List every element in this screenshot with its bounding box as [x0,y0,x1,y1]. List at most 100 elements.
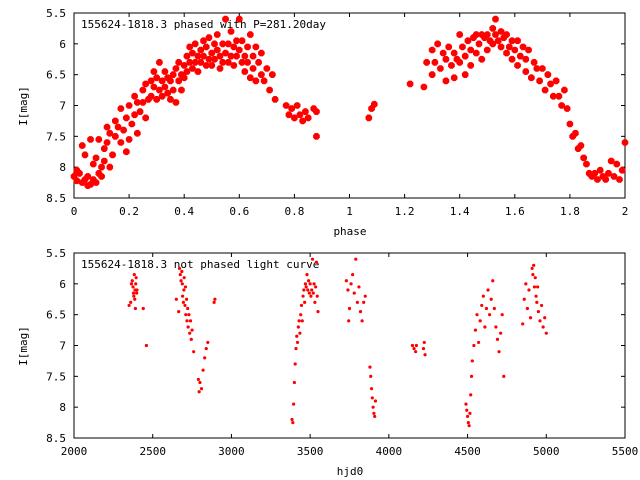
data-point [371,405,375,409]
y-axis-ticks: 5.5 6 6.5 7 7.5 8 8.5 [46,247,625,445]
data-point [357,285,361,289]
data-point [144,343,149,348]
data-point [304,114,312,122]
data-point [156,86,163,94]
data-point [186,59,193,66]
data-point [521,322,525,326]
x-axis-label: hjd0 [337,465,364,478]
data-point [300,319,304,323]
data-point [293,102,301,109]
data-point [517,52,524,60]
data-point [90,160,97,168]
data-point [129,282,134,286]
data-point [371,100,378,108]
data-point [464,37,472,45]
data-point [158,92,166,100]
data-point [541,86,549,94]
data-point [98,163,105,171]
data-point [298,331,302,335]
data-point [183,68,191,75]
data-point [247,74,254,82]
data-point [580,154,587,162]
data-point [302,108,309,115]
data-point [177,266,182,271]
data-point [360,319,364,323]
data-series [70,15,629,189]
data-point [535,300,539,304]
data-point [247,31,254,38]
data-point [305,272,309,277]
data-point [303,282,308,286]
data-point [180,74,188,82]
x-tick-label: 2 [622,205,629,218]
data-point [431,59,439,66]
data-point [522,68,530,75]
data-point [495,337,500,341]
data-point [188,331,192,335]
data-point [313,108,320,115]
data-point [313,133,320,140]
data-point [147,77,155,85]
data-point [469,393,473,397]
data-point [428,71,436,78]
data-point [260,77,268,85]
data-point [134,276,138,280]
data-point [497,350,501,354]
data-point [528,316,533,320]
data-point [194,68,202,75]
data-point [489,25,497,32]
data-point [299,303,304,308]
data-point [78,142,86,149]
x-axis-label: phase [333,225,366,238]
x-tick-label: 1.4 [450,205,470,218]
data-point [208,62,216,69]
data-point [483,325,487,329]
data-point [153,74,160,82]
data-point [420,83,428,91]
data-point [244,43,251,51]
data-point [472,49,480,57]
data-point [372,411,376,415]
data-point [524,282,528,286]
data-point [478,319,482,323]
data-point [216,52,224,60]
data-point [563,105,571,112]
data-point [467,424,471,428]
data-point [544,71,552,78]
data-point [301,294,305,298]
data-point [508,37,516,45]
data-point [184,297,189,301]
data-point [125,102,133,109]
data-point [314,285,318,289]
data-point [489,40,497,48]
data-point [610,173,618,180]
data-point [543,316,547,320]
data-point [480,303,484,308]
data-point [437,65,444,72]
data-point [539,303,544,308]
data-point [309,294,313,298]
data-point [616,176,623,183]
data-point [191,40,199,48]
data-point [194,52,202,60]
data-point [538,319,542,323]
data-point [483,31,491,38]
data-point [308,282,312,286]
data-point [112,117,119,125]
data-point [141,306,145,311]
data-point [208,49,216,57]
data-point [470,359,474,363]
y-tick-label: 8.5 [46,432,66,445]
data-point [414,343,419,348]
data-point [442,77,450,85]
plot-frame [73,252,626,439]
x-tick-label: 0.2 [119,205,139,218]
data-point [98,173,105,180]
data-point [406,80,414,88]
data-point [618,166,626,174]
data-point [561,86,568,94]
data-point [602,176,609,183]
data-point [201,368,205,372]
data-point [188,319,193,323]
y-axis-label: I[mag] [17,326,30,366]
